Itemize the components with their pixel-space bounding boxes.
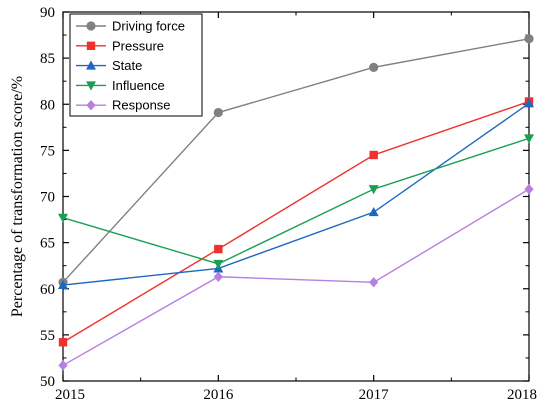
legend-marker-influence xyxy=(86,81,96,91)
y-tick-label: 50 xyxy=(40,374,55,390)
series-influence xyxy=(58,134,534,270)
legend-marker-pressure xyxy=(86,41,96,50)
data-point-driving-force xyxy=(213,107,223,118)
data-point-response xyxy=(213,271,223,282)
legend-item-driving-force: Driving force xyxy=(76,19,185,34)
y-tick-label: 85 xyxy=(40,51,55,67)
legend-item-state: State xyxy=(76,58,142,73)
data-point-pressure xyxy=(369,150,378,160)
data-point-influence xyxy=(368,185,379,195)
y-tick-label: 55 xyxy=(40,328,55,344)
data-point-state xyxy=(58,279,68,290)
data-point-response xyxy=(58,360,68,371)
x-tick-label: 2017 xyxy=(359,387,390,403)
legend-label: Response xyxy=(112,98,171,113)
y-tick-label: 80 xyxy=(40,97,55,113)
y-tick-label: 70 xyxy=(40,190,55,206)
data-point-influence xyxy=(213,259,224,270)
data-point-state xyxy=(368,206,379,217)
x-tick-label: 2016 xyxy=(203,387,234,403)
y-tick-label: 60 xyxy=(40,282,55,298)
legend-marker-driving-force xyxy=(86,21,96,31)
data-point-influence xyxy=(58,213,68,223)
y-tick-label: 65 xyxy=(40,236,55,252)
series-group xyxy=(58,34,534,371)
legend-marker-response xyxy=(86,100,96,111)
legend-label: Influence xyxy=(112,78,165,93)
y-tick-label: 90 xyxy=(40,5,55,21)
series-pressure xyxy=(58,97,534,347)
legend-label: Driving force xyxy=(112,19,185,34)
data-point-response xyxy=(369,277,379,288)
series-line-response xyxy=(62,188,530,366)
y-tick-label: 75 xyxy=(40,143,55,159)
legend-item-response: Response xyxy=(76,98,171,113)
series-state xyxy=(58,98,534,290)
legend-marker-state xyxy=(86,60,96,70)
data-point-response xyxy=(524,183,534,195)
data-point-influence xyxy=(524,134,534,144)
series-response xyxy=(58,183,534,371)
x-tick-label: 2018 xyxy=(507,387,537,403)
legend: Driving force Pressure State Influence Respo… xyxy=(69,13,203,117)
series-line-influence xyxy=(62,137,530,265)
x-tick-label: 2015 xyxy=(55,387,85,403)
y-axis-title: Percentage of transformation score/% xyxy=(9,76,26,317)
data-point-driving-force xyxy=(369,62,379,72)
legend-label: Pressure xyxy=(112,38,164,53)
series-line-pressure xyxy=(62,100,530,343)
series-line-driving-force xyxy=(62,38,530,283)
series-line-state xyxy=(62,102,530,286)
data-point-state xyxy=(524,98,534,108)
axis-ticks: 50 55 60 65 70 75 80 85 90 2015 2016 2017 2018 xyxy=(40,5,537,403)
legend-item-influence: Influence xyxy=(76,78,165,93)
legend-item-pressure: Pressure xyxy=(76,38,164,53)
legend-label: State xyxy=(112,58,142,73)
data-point-pressure xyxy=(58,338,68,347)
data-point-pressure xyxy=(214,244,223,254)
data-point-driving-force xyxy=(524,34,534,44)
